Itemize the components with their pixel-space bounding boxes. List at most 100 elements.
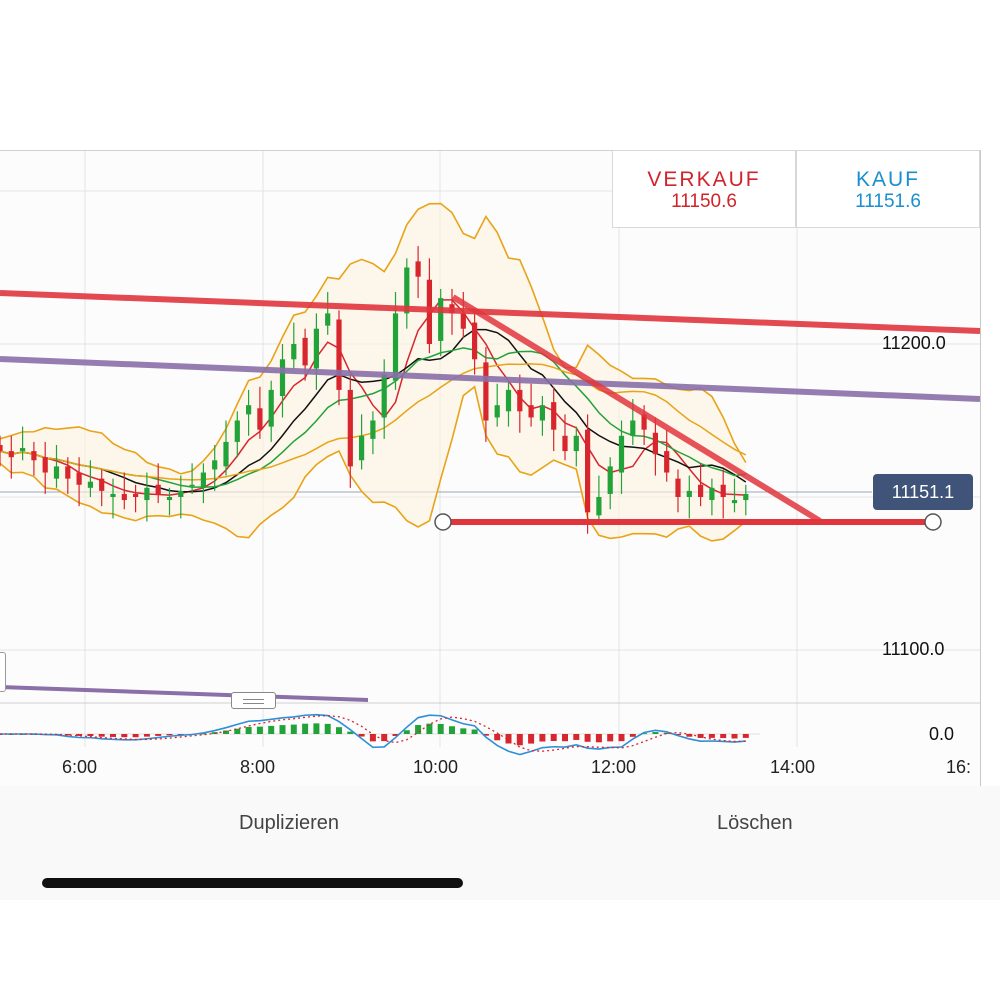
price-label-11100: 11100.0 (882, 639, 945, 659)
lower-purple-trendline (0, 685, 369, 702)
macd-bar-43 (482, 734, 489, 736)
candle-body-47 (528, 405, 534, 418)
time-label-12: 12:00 (591, 757, 637, 777)
candle-body-55 (618, 435, 625, 473)
sell-button[interactable]: VERKAUF 11150.6 (612, 150, 796, 228)
macd-bar-53 (595, 734, 602, 743)
candle-body-35 (392, 313, 399, 381)
candle-body-25 (279, 359, 286, 397)
macd-bar-61 (686, 734, 693, 737)
macd-bar-56 (629, 734, 636, 737)
buy-price: 11151.6 (855, 191, 921, 212)
macd-bar-8 (87, 734, 94, 737)
macd-bar-11 (121, 734, 128, 738)
candle-body-65 (731, 500, 738, 504)
candle-body-54 (607, 466, 613, 494)
time-label-16: 16: (946, 757, 972, 777)
left-drag-handle[interactable] (0, 652, 6, 692)
candle-body-2 (20, 448, 26, 452)
macd-bar-52 (584, 734, 591, 742)
macd-bar-13 (143, 734, 150, 737)
candle-body-8 (87, 481, 93, 488)
macd-bar-26 (290, 724, 297, 734)
candle-body-57 (641, 414, 647, 430)
candle-body-60 (675, 478, 681, 497)
macd-bar-50 (562, 734, 568, 742)
macd-bar-31 (347, 731, 354, 734)
candle-body-58 (652, 432, 658, 455)
macd-bar-58 (652, 731, 659, 734)
candle-body-18 (200, 472, 206, 488)
candle-body-32 (359, 435, 365, 461)
resistance-trendline (0, 290, 980, 334)
bollinger-lower (0, 385, 747, 542)
macd-bar-59 (663, 732, 670, 734)
buy-label: KAUF (855, 168, 920, 191)
candle-body-28 (313, 328, 319, 369)
candle-body-37 (415, 261, 421, 277)
time-label-14: 14:00 (770, 757, 816, 777)
candle-body-63 (709, 487, 715, 501)
candle-body-56 (630, 420, 636, 436)
macd-bar-45 (505, 734, 512, 744)
macd-bar-49 (550, 734, 557, 742)
candle-body-31 (347, 389, 353, 467)
macd-bar-28 (313, 723, 320, 734)
macd-bar-20 (223, 730, 229, 734)
candle-body-1 (8, 451, 14, 458)
candle-body-23 (257, 408, 263, 430)
candle-body-62 (698, 484, 704, 497)
candle-body-48 (539, 405, 545, 421)
macd-bar-32 (358, 734, 365, 737)
candle-body-36 (404, 267, 410, 314)
macd-bar-23 (256, 726, 263, 734)
candle-body-50 (562, 435, 568, 452)
macd-bar-46 (516, 734, 523, 746)
candlesticks (0, 246, 749, 534)
chart-area[interactable] (0, 150, 981, 788)
candle-body-12 (133, 493, 139, 497)
macd-bar-29 (324, 723, 331, 734)
macd-bar-10 (110, 734, 116, 737)
macd-bar-35 (392, 734, 399, 736)
candle-body-45 (505, 389, 512, 412)
macd-bar-33 (369, 734, 376, 742)
candle-body-59 (664, 451, 670, 473)
candle-body-9 (99, 478, 105, 491)
macd-bar-30 (336, 727, 342, 734)
support-line-end-handle (924, 513, 942, 531)
macd-line (0, 713, 746, 756)
candle-body-19 (212, 460, 218, 470)
candle-body-11 (121, 493, 127, 501)
candle-body-24 (268, 389, 274, 427)
duplicate-button[interactable]: Duplizieren (239, 812, 340, 834)
macd-indicator (0, 713, 760, 756)
macd-bar-22 (245, 726, 252, 734)
sell-label: VERKAUF (647, 168, 761, 191)
candle-body-0 (0, 444, 3, 452)
price-label-11200: 11200.0 (882, 333, 946, 353)
candle-body-20 (223, 441, 229, 467)
sell-price: 11150.6 (671, 191, 737, 212)
trendline-drawings[interactable] (0, 290, 980, 702)
macd-bar-48 (539, 734, 546, 742)
macd-bar-63 (708, 734, 715, 738)
candle-body-10 (110, 493, 116, 497)
macd-bar-37 (415, 725, 422, 734)
price-chart[interactable] (0, 151, 980, 787)
descending-trendline (451, 294, 822, 524)
candle-body-34 (381, 374, 387, 418)
indicator-zero-label: 0.0 (929, 724, 955, 744)
buy-button[interactable]: KAUF 11151.6 (796, 150, 980, 228)
candle-body-4 (42, 457, 48, 473)
candle-body-33 (370, 420, 376, 439)
delete-button[interactable]: Löschen (717, 812, 793, 834)
indicator-resize-handle[interactable] (231, 692, 276, 709)
candle-body-17 (189, 484, 195, 487)
candle-body-27 (302, 337, 308, 366)
macd-bar-34 (381, 734, 388, 742)
macd-bar-41 (460, 728, 467, 734)
candle-body-51 (573, 435, 579, 452)
macd-bar-44 (494, 734, 501, 741)
macd-bar-54 (607, 734, 614, 742)
